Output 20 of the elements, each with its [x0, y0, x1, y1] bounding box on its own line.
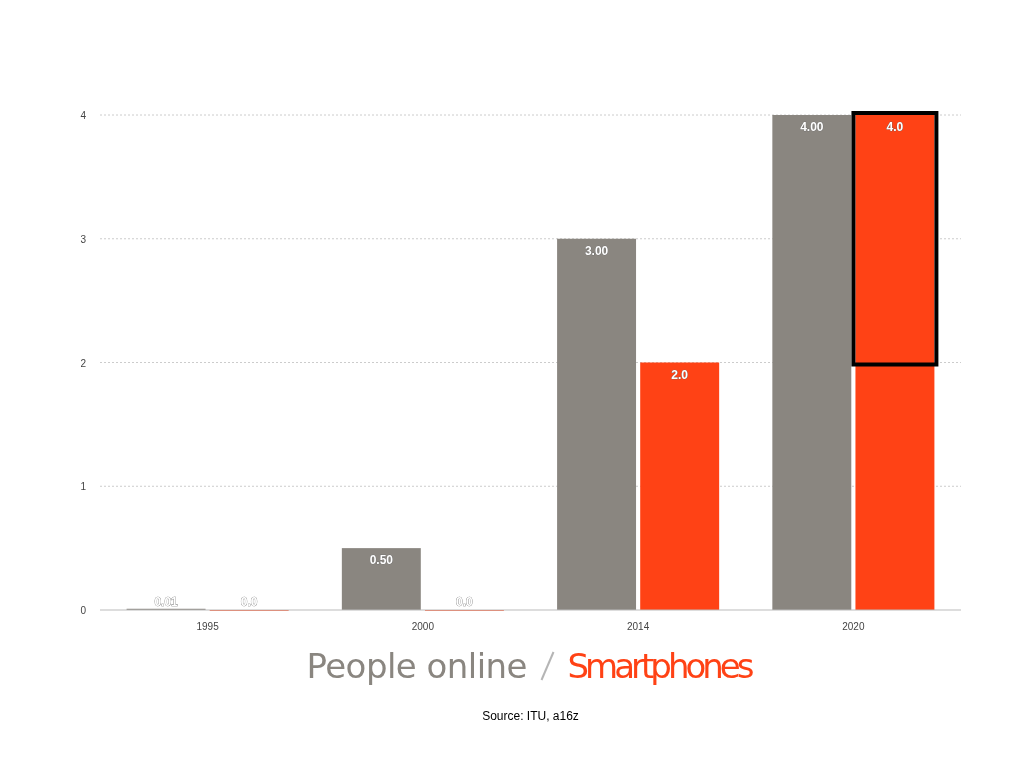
data-label: 2.0 [671, 367, 689, 382]
data-label: 0.01 [154, 595, 179, 609]
y-tick-label: 2 [80, 357, 87, 369]
data-label: 0.0 [456, 595, 474, 609]
x-tick-label: 1995 [196, 621, 220, 632]
data-label: 3.00 [584, 243, 609, 258]
data-label: 4.0 [886, 120, 904, 134]
y-tick-label: 0 [80, 605, 87, 616]
x-tick-label: 2014 [627, 621, 650, 632]
x-tick-label: 2020 [842, 621, 865, 632]
y-tick-label: 1 [80, 481, 87, 493]
series-label: Smartphones [567, 646, 755, 686]
data-label: 0.50 [369, 553, 394, 568]
data-label: 0.0 [240, 595, 258, 609]
source-note: Source: ITU, a16z [482, 709, 579, 723]
series-label: People online [306, 646, 528, 686]
data-label: 4.00 [800, 120, 824, 134]
x-tick-label: 2000 [411, 621, 435, 632]
y-tick-label: 3 [80, 233, 87, 245]
y-tick-label: 4 [80, 110, 87, 121]
